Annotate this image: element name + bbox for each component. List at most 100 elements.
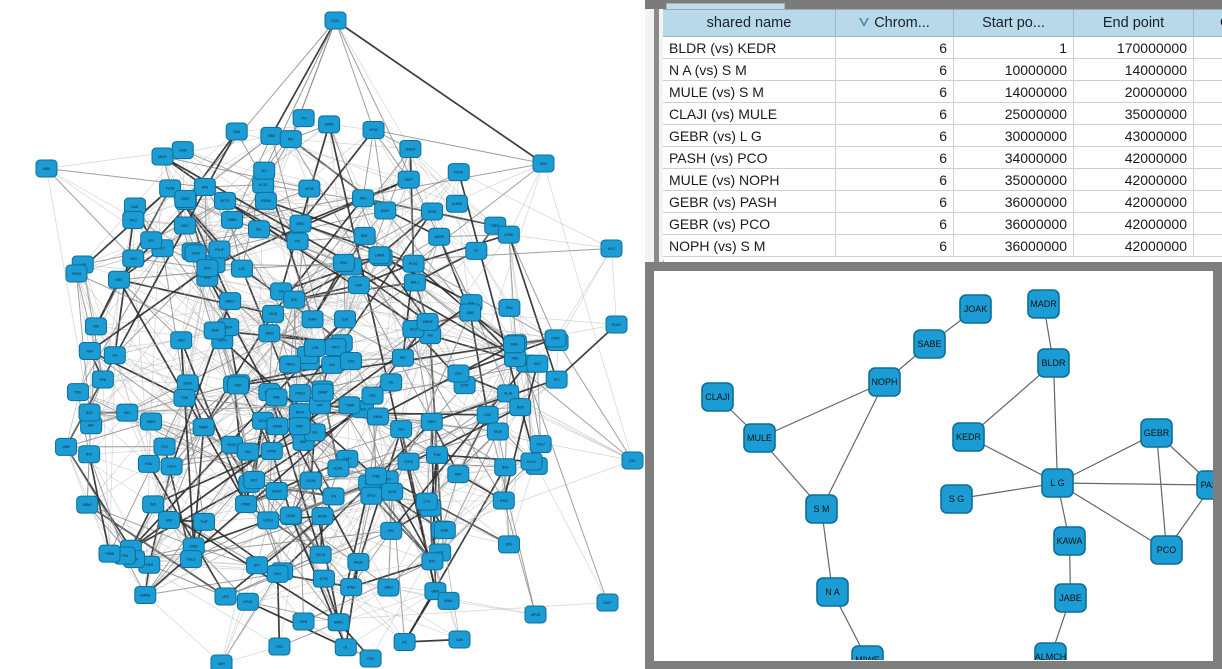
network-node[interactable] — [220, 210, 243, 229]
table-row[interactable]: GEBR (vs) PCO636000000420000008.4 — [663, 212, 1222, 235]
network-node[interactable] — [621, 451, 644, 470]
network-node[interactable] — [498, 535, 521, 554]
column-header-shared-name[interactable]: shared name — [663, 10, 836, 37]
network-node[interactable] — [298, 179, 321, 198]
network-node[interactable] — [318, 115, 341, 134]
network-node[interactable] — [288, 417, 311, 436]
subnetwork-node[interactable]: PASH — [1196, 470, 1213, 500]
network-node[interactable] — [225, 122, 248, 141]
network-node[interactable] — [524, 605, 547, 624]
network-node[interactable] — [76, 495, 99, 514]
subnetwork-node[interactable]: JABE — [1054, 583, 1087, 613]
network-node[interactable] — [213, 191, 236, 210]
network-node[interactable] — [402, 254, 425, 273]
network-node[interactable] — [203, 321, 226, 340]
subnetwork-edge[interactable] — [1057, 482, 1167, 551]
network-node[interactable] — [399, 139, 422, 158]
table-body[interactable]: BLDR (vs) KEDR61170000000192.0N A (vs) S… — [663, 36, 1222, 257]
network-node[interactable] — [498, 298, 521, 317]
network-node[interactable] — [180, 550, 203, 569]
network-node[interactable] — [421, 552, 444, 571]
network-node[interactable] — [526, 354, 549, 373]
subnetwork-node[interactable]: KEDR — [952, 422, 985, 452]
network-node[interactable] — [289, 214, 312, 233]
network-node[interactable] — [380, 521, 403, 540]
subnetwork-edge[interactable] — [1057, 432, 1157, 484]
subnetwork-node[interactable]: MADR — [1027, 289, 1060, 319]
subnetwork-node[interactable]: S M — [805, 494, 838, 524]
network-node[interactable] — [459, 303, 482, 322]
table-row[interactable]: MULE (vs) S M614000000200000007.5 — [663, 80, 1222, 103]
network-node[interactable] — [359, 649, 382, 668]
network-node[interactable] — [544, 329, 567, 348]
network-node[interactable] — [312, 569, 335, 588]
network-node[interactable] — [192, 418, 215, 437]
network-node[interactable] — [268, 637, 291, 656]
subnetwork-node[interactable]: MULE — [743, 423, 776, 453]
network-node[interactable] — [447, 163, 470, 182]
subnetwork-node[interactable]: NOPH — [868, 367, 901, 397]
network-node[interactable] — [415, 492, 438, 511]
subnetwork-node[interactable]: BLDR — [1037, 348, 1070, 378]
network-node[interactable] — [492, 491, 515, 510]
subnetwork-node[interactable]: MIWE — [851, 645, 884, 660]
network-node[interactable] — [397, 170, 420, 189]
results-table[interactable]: shared name Chrom... Start po... End point G… — [663, 10, 1222, 257]
network-node[interactable] — [352, 189, 375, 208]
network-node[interactable] — [253, 161, 276, 180]
network-node[interactable] — [340, 352, 363, 371]
network-node[interactable] — [258, 324, 281, 343]
network-node[interactable] — [494, 458, 517, 477]
network-node[interactable] — [311, 507, 334, 526]
network-node[interactable] — [327, 613, 350, 632]
network-node[interactable] — [433, 521, 456, 540]
network-node[interactable] — [266, 564, 289, 583]
network-node[interactable] — [160, 457, 183, 476]
table-row[interactable]: NOPH (vs) S M636000000420000009.9 — [663, 234, 1222, 257]
subnetwork-node[interactable]: SABE — [913, 329, 946, 359]
network-node[interactable] — [448, 630, 471, 649]
subnetwork-node[interactable]: L G — [1041, 468, 1074, 498]
network-node[interactable] — [361, 386, 384, 405]
network-node[interactable] — [497, 384, 520, 403]
network-node[interactable] — [170, 331, 193, 350]
network-node[interactable] — [78, 342, 101, 361]
network-node[interactable] — [265, 388, 288, 407]
network-node[interactable] — [309, 545, 332, 564]
network-node[interactable] — [137, 454, 160, 473]
network-node[interactable] — [174, 189, 197, 208]
network-node[interactable] — [122, 249, 145, 268]
network-node[interactable] — [91, 370, 114, 389]
table-tab[interactable] — [666, 3, 785, 11]
table-row[interactable]: N A (vs) S M610000000140000006.6 — [663, 58, 1222, 81]
network-node[interactable] — [219, 292, 242, 311]
network-node[interactable] — [366, 407, 389, 426]
network-node[interactable] — [227, 376, 250, 395]
network-node[interactable] — [140, 231, 163, 250]
subnetwork-view[interactable]: JOAK MADR SABE BLDR NOPH CLAJI GEBR KEDR MULE PAS… — [654, 271, 1213, 661]
network-node[interactable] — [262, 304, 285, 323]
network-node[interactable] — [497, 225, 520, 244]
network-node[interactable] — [286, 232, 309, 251]
network-node[interactable] — [301, 310, 324, 329]
network-node[interactable] — [340, 578, 363, 597]
network-node[interactable] — [279, 130, 302, 149]
full-genome-network-canvas[interactable]: WVBHHPSEAPDRTOKNVKKVCFOBICJETOOJGMBBBAJU… — [0, 0, 645, 669]
network-node[interactable] — [334, 310, 357, 329]
subnetwork-node[interactable]: PCO — [1150, 535, 1183, 565]
network-node[interactable] — [173, 388, 196, 407]
subnetwork-edge[interactable] — [956, 482, 1058, 500]
network-node[interactable] — [78, 403, 101, 422]
column-header-end-point[interactable]: End point — [1073, 10, 1194, 37]
table-vertical-scrollbar[interactable] — [654, 9, 659, 268]
network-node[interactable] — [260, 441, 283, 460]
network-node[interactable] — [279, 355, 302, 374]
subnetwork-edge[interactable] — [759, 381, 885, 439]
table-row[interactable]: CLAJI (vs) MULE625000000350000005.9 — [663, 102, 1222, 125]
network-node[interactable] — [107, 270, 130, 289]
subnetwork-node[interactable]: KAWA — [1053, 526, 1086, 556]
network-node[interactable] — [98, 544, 121, 563]
network-node[interactable] — [364, 467, 387, 486]
network-node[interactable] — [334, 638, 357, 657]
network-node[interactable] — [299, 471, 322, 490]
